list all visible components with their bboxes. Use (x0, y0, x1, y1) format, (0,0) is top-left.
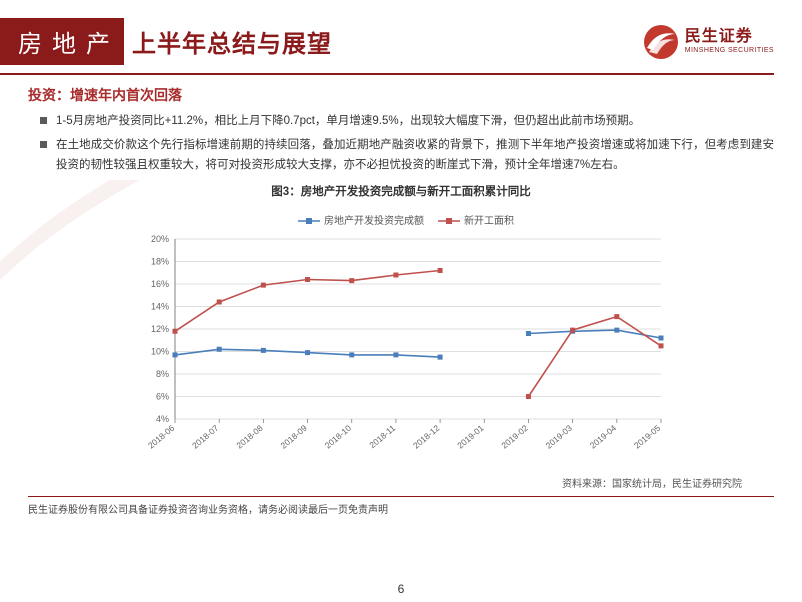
footer-disclaimer: 民生证券股份有限公司具备证券投资咨询业务资格，请务必阅读最后一页免责声明 (28, 501, 802, 516)
background-swoosh (0, 180, 140, 480)
line-chart: 4% 6% 8% 10% 12% 14% 16% 18% 20% 2018-06 2018-07 20… (121, 203, 681, 473)
list-item: 1-5月房地产投资同比+11.2%，相比上月下降0.7pct，单月增速9.5%，… (42, 111, 774, 131)
logo-swoosh-icon (643, 24, 679, 60)
svg-text:16%: 16% (151, 279, 169, 289)
svg-text:6%: 6% (156, 392, 169, 402)
list-item: 在土地成交价款这个先行指标增速前期的持续回落，叠加近期地产融资收紧的背景下，推测… (42, 135, 774, 175)
page-number: 6 (0, 582, 802, 596)
svg-text:2018-10: 2018-10 (323, 423, 354, 451)
bullet-list: 1-5月房地产投资同比+11.2%，相比上月下降0.7pct，单月增速9.5%，… (42, 111, 774, 175)
section-subtitle: 投资：增速年内首次回落 (28, 85, 774, 105)
svg-text:新开工面积: 新开工面积 (464, 214, 514, 227)
svg-text:14%: 14% (151, 302, 169, 312)
svg-text:2019-04: 2019-04 (588, 423, 619, 451)
svg-text:4%: 4% (156, 414, 169, 424)
sector-tag: 房地产 (0, 18, 124, 65)
svg-text:房地产开发投资完成额: 房地产开发投资完成额 (324, 214, 424, 227)
brand-logo: 民生证券 MINSHENG SECURITIES (643, 24, 774, 60)
svg-text:2018-12: 2018-12 (411, 423, 442, 451)
svg-text:2018-11: 2018-11 (367, 423, 397, 450)
chart-container: 4% 6% 8% 10% 12% 14% 16% 18% 20% 2018-06 2018-07 20… (121, 203, 681, 473)
svg-text:2018-07: 2018-07 (190, 423, 221, 451)
page-title: 上半年总结与展望 (132, 24, 332, 59)
header-rule (0, 73, 774, 75)
logo-text-cn: 民生证券 (685, 29, 774, 45)
svg-text:2018-09: 2018-09 (279, 423, 310, 451)
footer-rule (28, 496, 774, 497)
chart-caption: 图3：房地产开发投资完成额与新开工面积累计同比 (0, 183, 802, 199)
logo-text-en: MINSHENG SECURITIES (685, 47, 774, 54)
svg-text:2019-03: 2019-03 (544, 423, 575, 451)
svg-text:2018-08: 2018-08 (234, 423, 265, 451)
svg-text:20%: 20% (151, 234, 169, 244)
svg-text:10%: 10% (151, 347, 169, 357)
svg-text:2018-06: 2018-06 (146, 423, 177, 451)
svg-text:18%: 18% (151, 257, 169, 267)
slide-header: 房地产 上半年总结与展望 民生证券 MINSHENG SECURITIES (0, 0, 802, 73)
svg-text:2019-02: 2019-02 (499, 423, 530, 451)
svg-text:2019-01: 2019-01 (455, 423, 486, 451)
svg-text:2019-05: 2019-05 (632, 423, 663, 451)
chart-source: 资料来源：国家统计局，民生证券研究院 (0, 475, 742, 490)
svg-text:8%: 8% (156, 369, 169, 379)
svg-text:12%: 12% (151, 324, 169, 334)
